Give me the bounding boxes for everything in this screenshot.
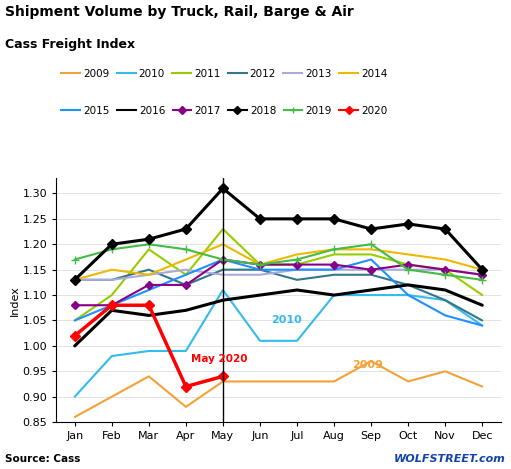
Legend: 2015, 2016, 2017, 2018, 2019, 2020: 2015, 2016, 2017, 2018, 2019, 2020 <box>61 106 387 116</box>
Text: WOLFSTREET.com: WOLFSTREET.com <box>394 454 506 464</box>
Legend: 2009, 2010, 2011, 2012, 2013, 2014: 2009, 2010, 2011, 2012, 2013, 2014 <box>61 68 387 78</box>
Text: May 2020: May 2020 <box>192 354 248 364</box>
Text: 2009: 2009 <box>353 360 383 370</box>
Y-axis label: Index: Index <box>10 285 19 316</box>
Text: Cass Freight Index: Cass Freight Index <box>5 38 135 51</box>
Text: Source: Cass: Source: Cass <box>5 454 81 464</box>
Text: 2010: 2010 <box>271 315 302 325</box>
Text: Shipment Volume by Truck, Rail, Barge & Air: Shipment Volume by Truck, Rail, Barge & … <box>5 5 354 19</box>
